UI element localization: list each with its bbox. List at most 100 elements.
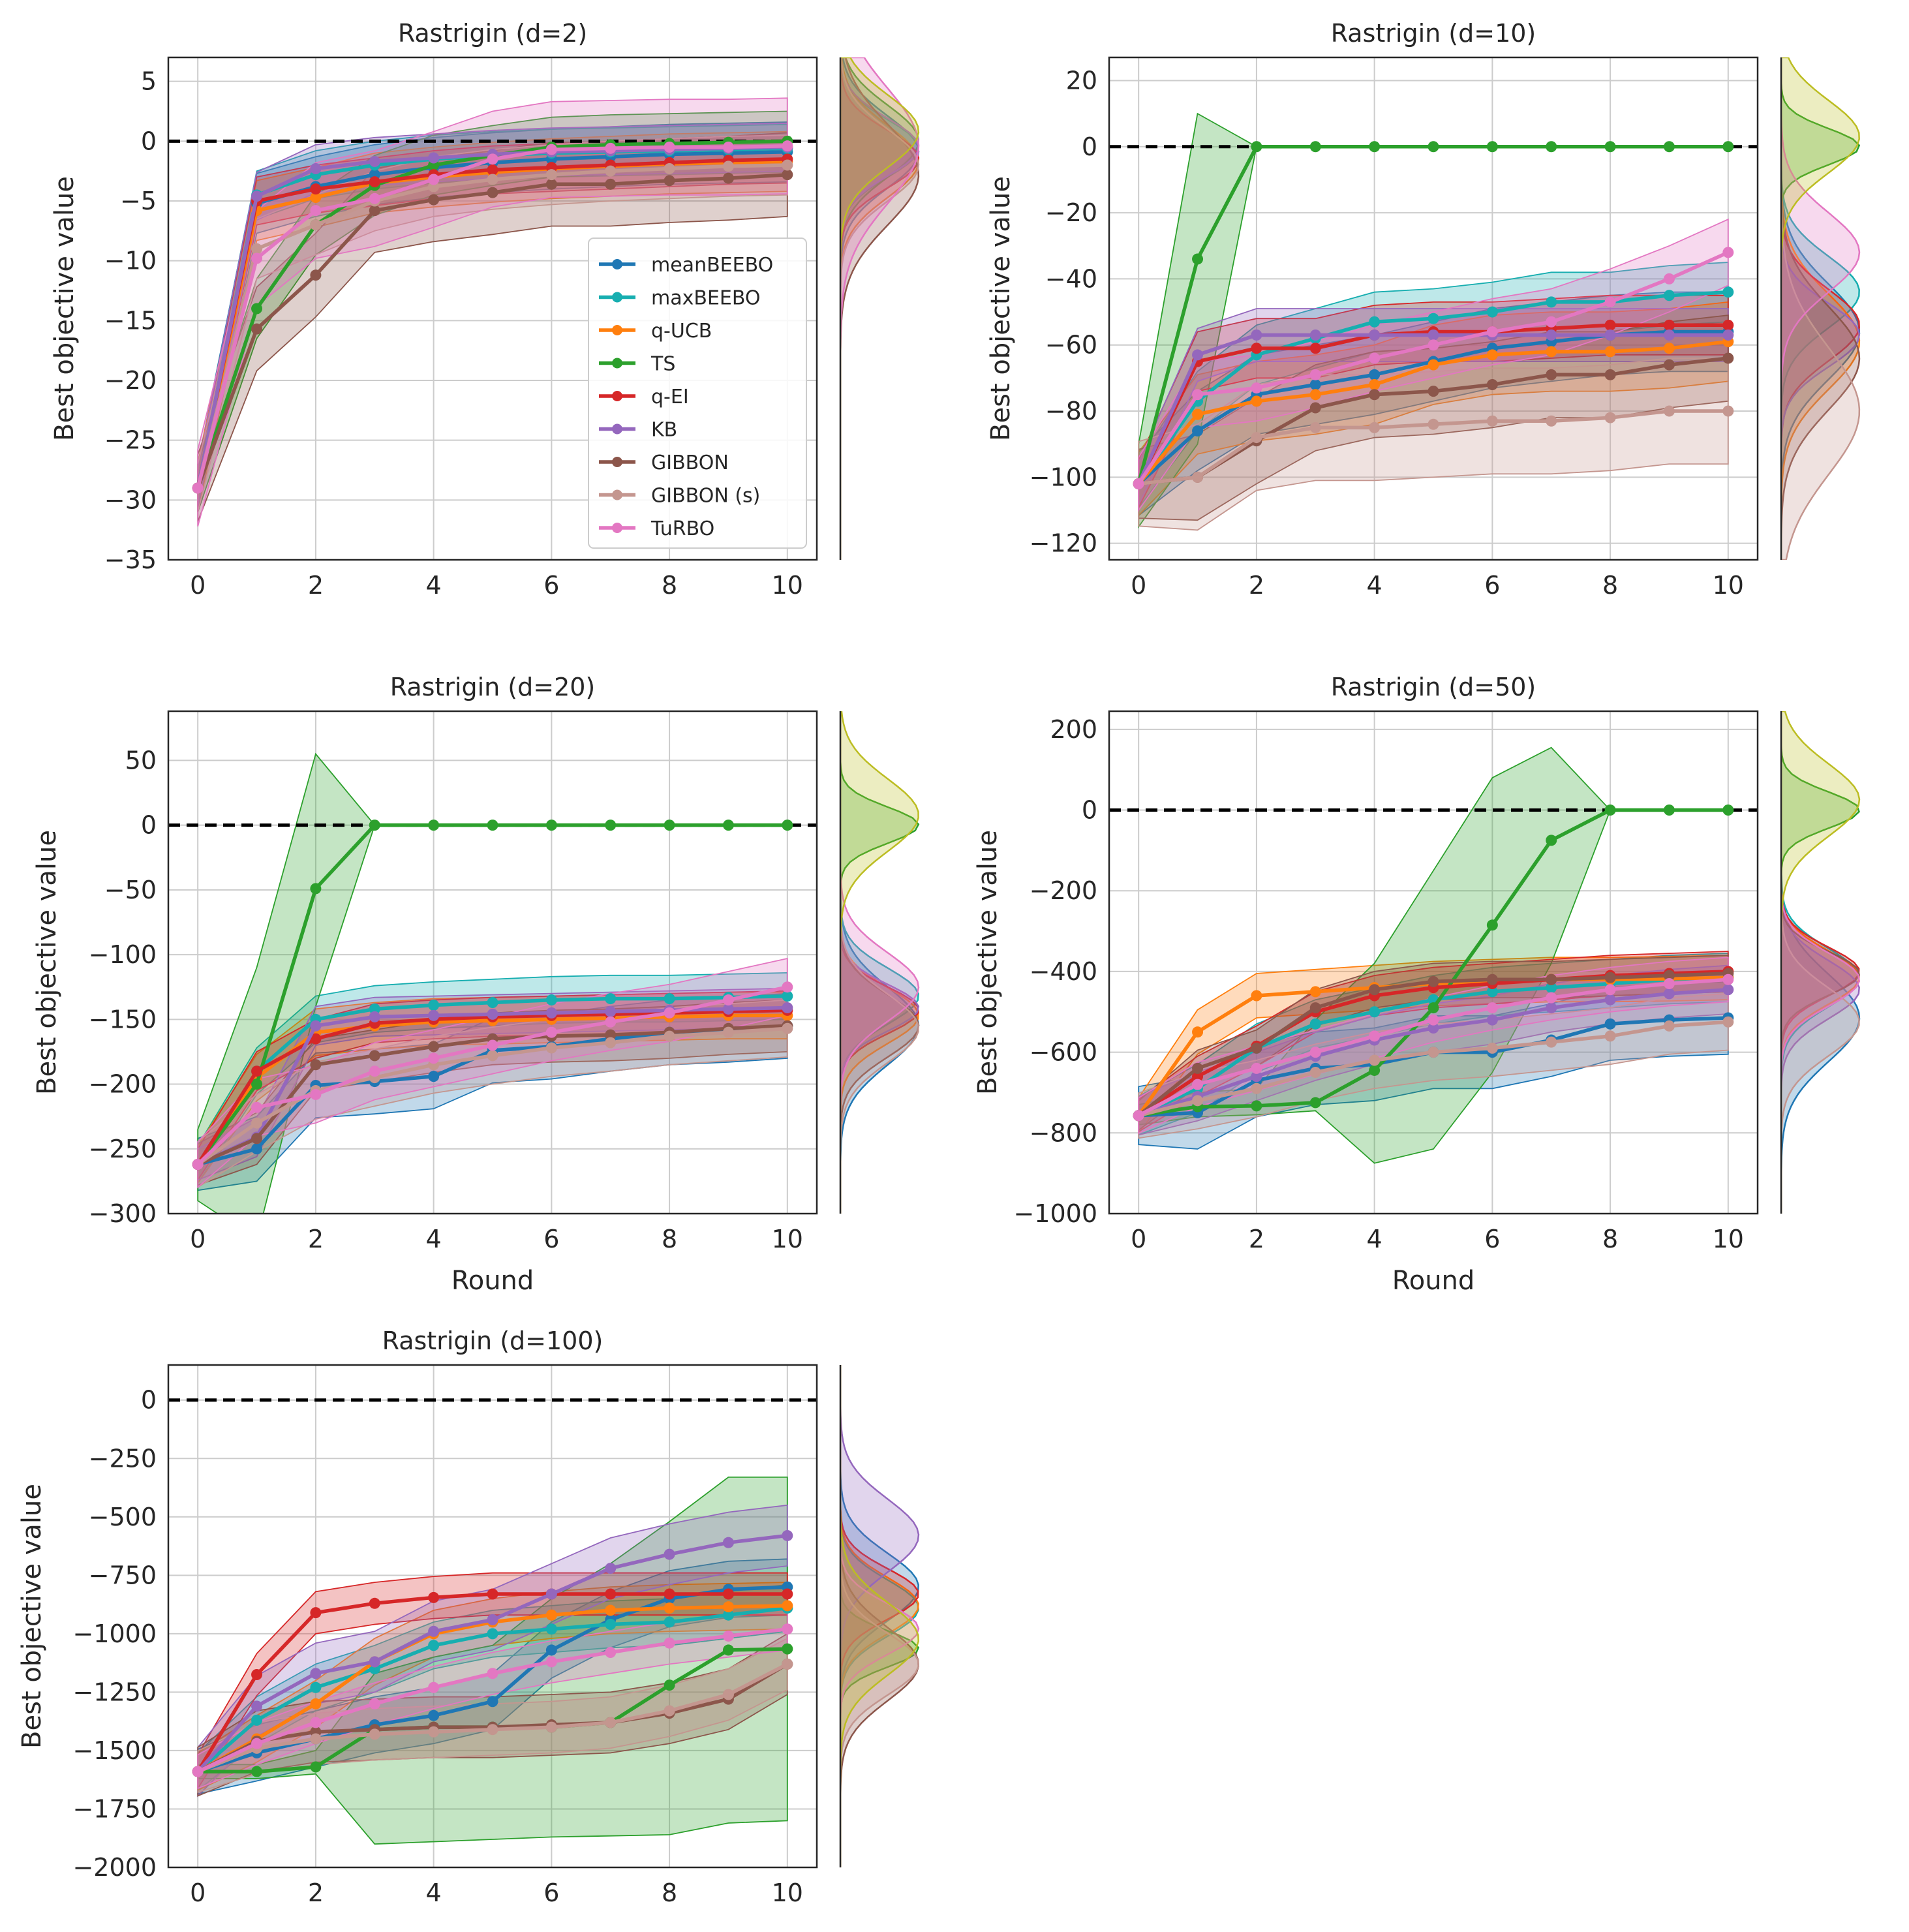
data-point-gibbons xyxy=(722,1026,734,1038)
y-tick-label: −100 xyxy=(1030,463,1097,491)
data-point-kb xyxy=(428,152,440,164)
data-point-gibbon xyxy=(428,194,440,206)
data-point-maxbeebo xyxy=(605,993,617,1005)
data-point-gibbons xyxy=(545,169,557,181)
x-tick-label: 6 xyxy=(1484,571,1500,600)
data-point-qucb xyxy=(310,1698,322,1710)
kde-curve xyxy=(1781,57,1861,560)
kde-curve xyxy=(840,711,920,1214)
kde-curve xyxy=(1781,57,1861,560)
data-point-kb xyxy=(251,1700,263,1712)
data-point-turbo xyxy=(310,1717,322,1728)
x-tick-label: 0 xyxy=(1131,571,1146,600)
data-point-kb xyxy=(782,1002,793,1013)
data-point-gibbon xyxy=(310,269,322,281)
data-point-qucb xyxy=(1309,986,1321,998)
data-point-qucb xyxy=(1251,395,1262,407)
kde-curve xyxy=(1781,711,1861,1214)
data-point-gibbons xyxy=(1251,432,1262,444)
data-point-meanbeebo xyxy=(428,1071,440,1082)
data-point-turbo xyxy=(1428,1014,1439,1026)
data-point-qei xyxy=(369,176,380,188)
data-point-turbo xyxy=(1604,984,1616,996)
data-point-maxbeebo xyxy=(1369,1006,1381,1018)
data-point-gibbons xyxy=(1428,1047,1439,1058)
legend-box xyxy=(588,238,807,549)
x-tick-label: 0 xyxy=(190,1878,206,1907)
data-point-qucb xyxy=(1369,379,1381,391)
kde-curve xyxy=(1781,711,1861,1214)
x-tick-label: 10 xyxy=(772,1225,803,1253)
data-point-ts xyxy=(1663,805,1675,816)
panel-title: Rastrigin (d=2) xyxy=(398,19,587,48)
data-point-maxbeebo xyxy=(310,1681,322,1693)
kde-area xyxy=(840,1365,920,1867)
kde-curve xyxy=(1781,57,1861,560)
axes-frame xyxy=(1108,710,1759,1215)
kde-curve xyxy=(840,711,920,1214)
data-point-gibbons xyxy=(722,161,734,172)
data-point-turbo xyxy=(1722,974,1734,985)
data-point-kb xyxy=(1192,349,1204,361)
data-point-turbo xyxy=(369,1698,380,1710)
data-point-turbo xyxy=(251,253,263,264)
data-point-kb xyxy=(487,1614,498,1625)
legend-marker-meanbeebo xyxy=(612,259,622,269)
data-point-kb xyxy=(428,1625,440,1637)
data-point-ts xyxy=(1251,1100,1262,1112)
data-point-kb xyxy=(310,1020,322,1032)
data-point-maxbeebo xyxy=(487,1628,498,1640)
kde-curve xyxy=(840,1365,920,1867)
kde-strip xyxy=(839,1365,920,1867)
x-axis-label: Round xyxy=(451,1266,534,1296)
x-tick-label: 8 xyxy=(662,1878,677,1907)
kde-area xyxy=(1781,711,1861,1214)
data-point-kb xyxy=(1546,330,1557,341)
data-point-turbo xyxy=(1546,992,1557,1004)
x-tick-label: 6 xyxy=(1484,1225,1500,1253)
kde-strip xyxy=(839,57,920,560)
data-point-kb xyxy=(1309,330,1321,341)
data-point-maxbeebo xyxy=(1369,316,1381,328)
data-point-turbo xyxy=(1369,1030,1381,1042)
data-point-gibbon xyxy=(369,1050,380,1062)
panel-title: Rastrigin (d=10) xyxy=(1331,19,1536,48)
data-point-gibbons xyxy=(782,1022,793,1034)
panel-5: 0 2 4 6 8 10 0 −250 −500 −750 −1000 −1250 −1500 −1750… xyxy=(17,1326,920,1907)
kde-curve xyxy=(1781,711,1860,1214)
data-point-gibbons xyxy=(664,1030,675,1042)
data-point-maxbeebo xyxy=(782,990,793,1002)
panel-4: 0 2 4 6 8 10 200 0 −200 −400 −600 −800 −1000 Rastrigi… xyxy=(973,673,1861,1296)
data-point-gibbon xyxy=(1722,352,1734,364)
data-point-qucb xyxy=(310,192,322,203)
y-tick-label: −1750 xyxy=(72,1794,157,1823)
data-point-qucb xyxy=(1251,990,1262,1002)
legend-marker-turbo xyxy=(612,523,622,533)
data-point-qucb xyxy=(545,1609,557,1621)
data-point-kb xyxy=(1722,984,1734,996)
data-point-meanbeebo xyxy=(428,1710,440,1721)
data-point-kb xyxy=(428,1009,440,1021)
x-tick-label: 0 xyxy=(190,571,206,600)
legend: meanBEEBO maxBEEBO q-UCB TS q-EI KB GIBBON GIBB… xyxy=(588,238,807,549)
y-tick-label: 0 xyxy=(1082,796,1097,825)
data-point-gibbons xyxy=(722,1689,734,1700)
y-tick-label: −20 xyxy=(104,366,157,395)
data-point-gibbons xyxy=(1369,422,1381,433)
y-tick-label: 0 xyxy=(1082,132,1097,161)
data-point-turbo xyxy=(1663,977,1675,989)
data-point-turbo xyxy=(1192,1079,1204,1090)
y-tick-label: −35 xyxy=(104,545,157,574)
data-point-gibbon xyxy=(722,172,734,184)
data-point-qei xyxy=(251,1669,263,1681)
data-point-maxbeebo xyxy=(1663,290,1675,301)
kde-area xyxy=(840,57,920,560)
data-point-gibbons xyxy=(1663,405,1675,417)
data-point-ts xyxy=(782,1643,793,1655)
data-point-turbo xyxy=(1192,389,1204,401)
x-tick-label: 6 xyxy=(543,1878,559,1907)
x-tick-label: 2 xyxy=(1249,1225,1264,1253)
data-point-ts xyxy=(1369,1064,1381,1076)
y-tick-label: −750 xyxy=(89,1561,157,1589)
data-point-turbo xyxy=(664,1637,675,1649)
